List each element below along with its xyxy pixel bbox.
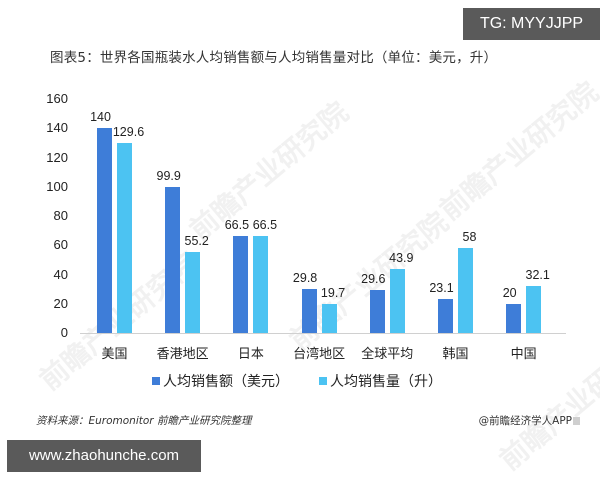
data-label: 29.8 [292, 271, 318, 286]
legend-label: 人均销售额（美元） [163, 374, 289, 390]
watermark-text: 前瞻产业研究院 [433, 75, 600, 227]
bar-sales-amount [301, 289, 317, 333]
data-label: 20 [502, 285, 517, 300]
y-axis-tick-label: 20 [53, 295, 68, 311]
y-axis-tick-label: 80 [53, 208, 68, 223]
x-axis-category-label: 韩国 [442, 347, 469, 362]
credit-label: @前瞻经济学人APP [478, 415, 572, 427]
legend-swatch-light-blue [319, 377, 327, 385]
legend-item-sales-amount: 人均销售额（美元） [152, 371, 289, 391]
x-axis-category-label: 全球平均 [361, 347, 414, 362]
x-axis-category-label: 香港地区 [156, 347, 209, 362]
data-label: 23.1 [429, 281, 454, 296]
telegram-badge: TG: MYYJJPP [463, 8, 600, 40]
x-axis-category-label: 台湾地区 [293, 347, 346, 362]
y-axis-tick-label: 60 [53, 237, 68, 253]
y-axis-tick-label: 140 [46, 120, 68, 136]
data-label: 66.5 [252, 217, 278, 232]
legend-item-sales-volume: 人均销售量（升） [319, 371, 442, 391]
bar-sales-volume [117, 143, 132, 333]
data-label: 58 [462, 230, 477, 245]
y-axis-tick-label: 40 [53, 266, 68, 282]
bar-sales-amount [438, 299, 453, 333]
x-axis-line [80, 333, 566, 334]
bar-sales-volume [185, 252, 201, 333]
bar-sales-amount [165, 186, 181, 333]
bar-sales-amount [369, 289, 385, 333]
data-label: 29.6 [361, 271, 386, 286]
credit-text: @前瞻经济学人APP [479, 413, 580, 428]
data-label: 55.2 [184, 234, 209, 249]
chart-legend: 人均销售额（美元） 人均销售量（升） [152, 371, 442, 391]
x-axis-category-label: 日本 [237, 347, 264, 362]
y-axis-tick-label: 0 [60, 325, 68, 340]
data-label: 99.9 [156, 168, 181, 183]
website-badge: www.zhaohunche.com [7, 440, 201, 472]
data-label: 43.9 [389, 250, 414, 265]
y-axis-tick-label: 120 [46, 149, 68, 165]
data-label: 140 [90, 110, 111, 125]
bar-sales-amount [233, 235, 249, 333]
bar-sales-volume [253, 235, 269, 333]
legend-swatch-dark-blue [152, 377, 160, 385]
chart-title: 图表5：世界各国瓶装水人均销售额与人均销售量对比（单位：美元，升） [50, 50, 498, 66]
y-axis-tick-label: 100 [46, 178, 68, 194]
decorative-square [573, 417, 580, 425]
bar-sales-amount [506, 303, 522, 333]
bar-chart: 前瞻产业研究院前瞻产业研究院前瞻产业研究院前瞻产业研究院前瞻产业研究院02040… [33, 75, 600, 477]
x-axis-category-label: 中国 [510, 347, 537, 362]
bar-sales-amount [97, 128, 112, 333]
data-label: 19.7 [320, 286, 346, 301]
x-axis-category-label: 美国 [101, 347, 128, 362]
data-label: 32.1 [525, 268, 550, 283]
data-label: 66.5 [224, 217, 250, 232]
bar-sales-volume [389, 268, 405, 333]
bar-sales-volume [458, 248, 473, 333]
data-label: 129.6 [112, 125, 145, 140]
bar-sales-volume [321, 304, 337, 333]
legend-label: 人均销售量（升） [330, 374, 442, 390]
y-axis-tick-label: 160 [46, 91, 68, 106]
bar-sales-volume [526, 286, 542, 333]
data-source-note: 资料来源：Euromonitor 前瞻产业研究院整理 [36, 415, 252, 427]
